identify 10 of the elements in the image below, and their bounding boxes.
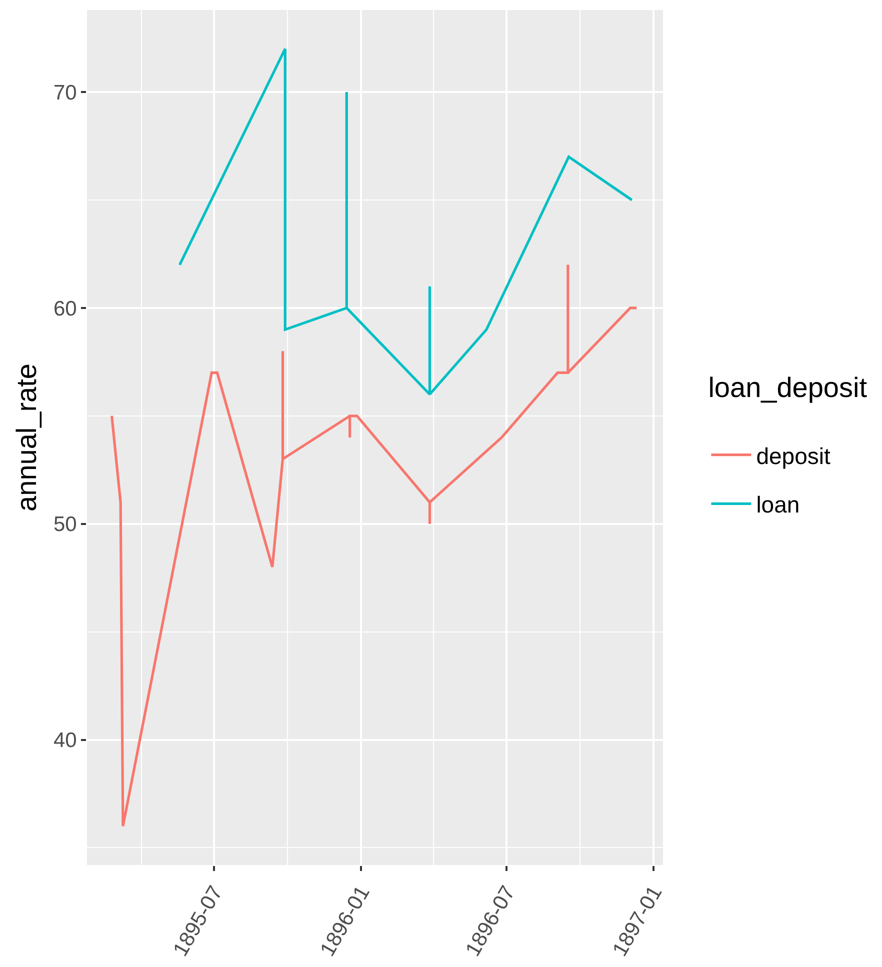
- y-tick-label: 50: [53, 513, 77, 536]
- legend-label: loan: [756, 492, 800, 518]
- line-series: [178, 48, 634, 396]
- legend-label: deposit: [756, 442, 831, 469]
- line-series: [110, 263, 638, 828]
- y-tick-label: 40: [53, 729, 77, 752]
- y-tick-label: 60: [53, 297, 77, 320]
- y-tick-label: 70: [53, 81, 77, 104]
- legend-title: loan_deposit: [708, 372, 868, 403]
- y-axis-title: annual_rate: [11, 364, 42, 512]
